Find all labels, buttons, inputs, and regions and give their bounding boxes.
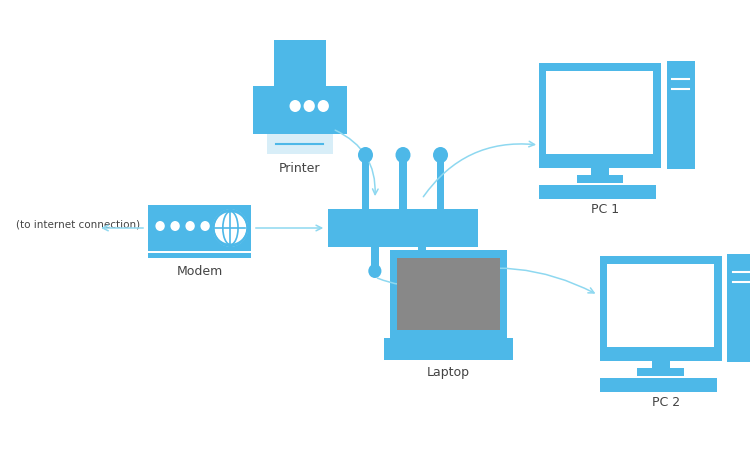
Text: Laptop: Laptop: [427, 366, 470, 379]
Bar: [418, 247, 425, 269]
Bar: [667, 61, 694, 169]
Bar: [148, 205, 251, 251]
Bar: [398, 258, 500, 330]
Bar: [590, 167, 609, 177]
Text: Ethernet: Ethernet: [393, 289, 447, 302]
Bar: [728, 254, 750, 362]
Text: Printer: Printer: [279, 162, 320, 175]
Text: (to internet connection): (to internet connection): [16, 219, 140, 229]
Bar: [267, 134, 333, 154]
Bar: [328, 209, 478, 247]
Bar: [274, 40, 326, 86]
Circle shape: [170, 221, 180, 231]
Bar: [362, 157, 369, 209]
Circle shape: [395, 147, 410, 163]
Bar: [600, 256, 722, 361]
Circle shape: [433, 147, 448, 163]
Bar: [148, 253, 251, 258]
Bar: [600, 378, 717, 392]
Bar: [436, 157, 444, 209]
Text: Modem: Modem: [176, 265, 223, 278]
Bar: [638, 368, 684, 376]
Bar: [371, 247, 379, 269]
Circle shape: [290, 100, 301, 112]
Text: PC 2: PC 2: [652, 396, 680, 409]
Circle shape: [318, 100, 329, 112]
Circle shape: [416, 264, 428, 278]
Circle shape: [214, 210, 248, 246]
Circle shape: [200, 221, 210, 231]
Circle shape: [368, 264, 382, 278]
Text: PC 1: PC 1: [590, 203, 619, 216]
Circle shape: [304, 100, 315, 112]
Bar: [652, 360, 670, 370]
Bar: [539, 185, 656, 199]
Circle shape: [358, 147, 373, 163]
Bar: [384, 338, 513, 360]
Circle shape: [185, 221, 195, 231]
Bar: [390, 250, 507, 338]
Circle shape: [155, 221, 165, 231]
Bar: [539, 63, 661, 168]
Bar: [253, 86, 346, 134]
Bar: [399, 157, 406, 209]
Bar: [608, 264, 714, 347]
Bar: [577, 175, 623, 183]
Bar: [547, 71, 653, 154]
